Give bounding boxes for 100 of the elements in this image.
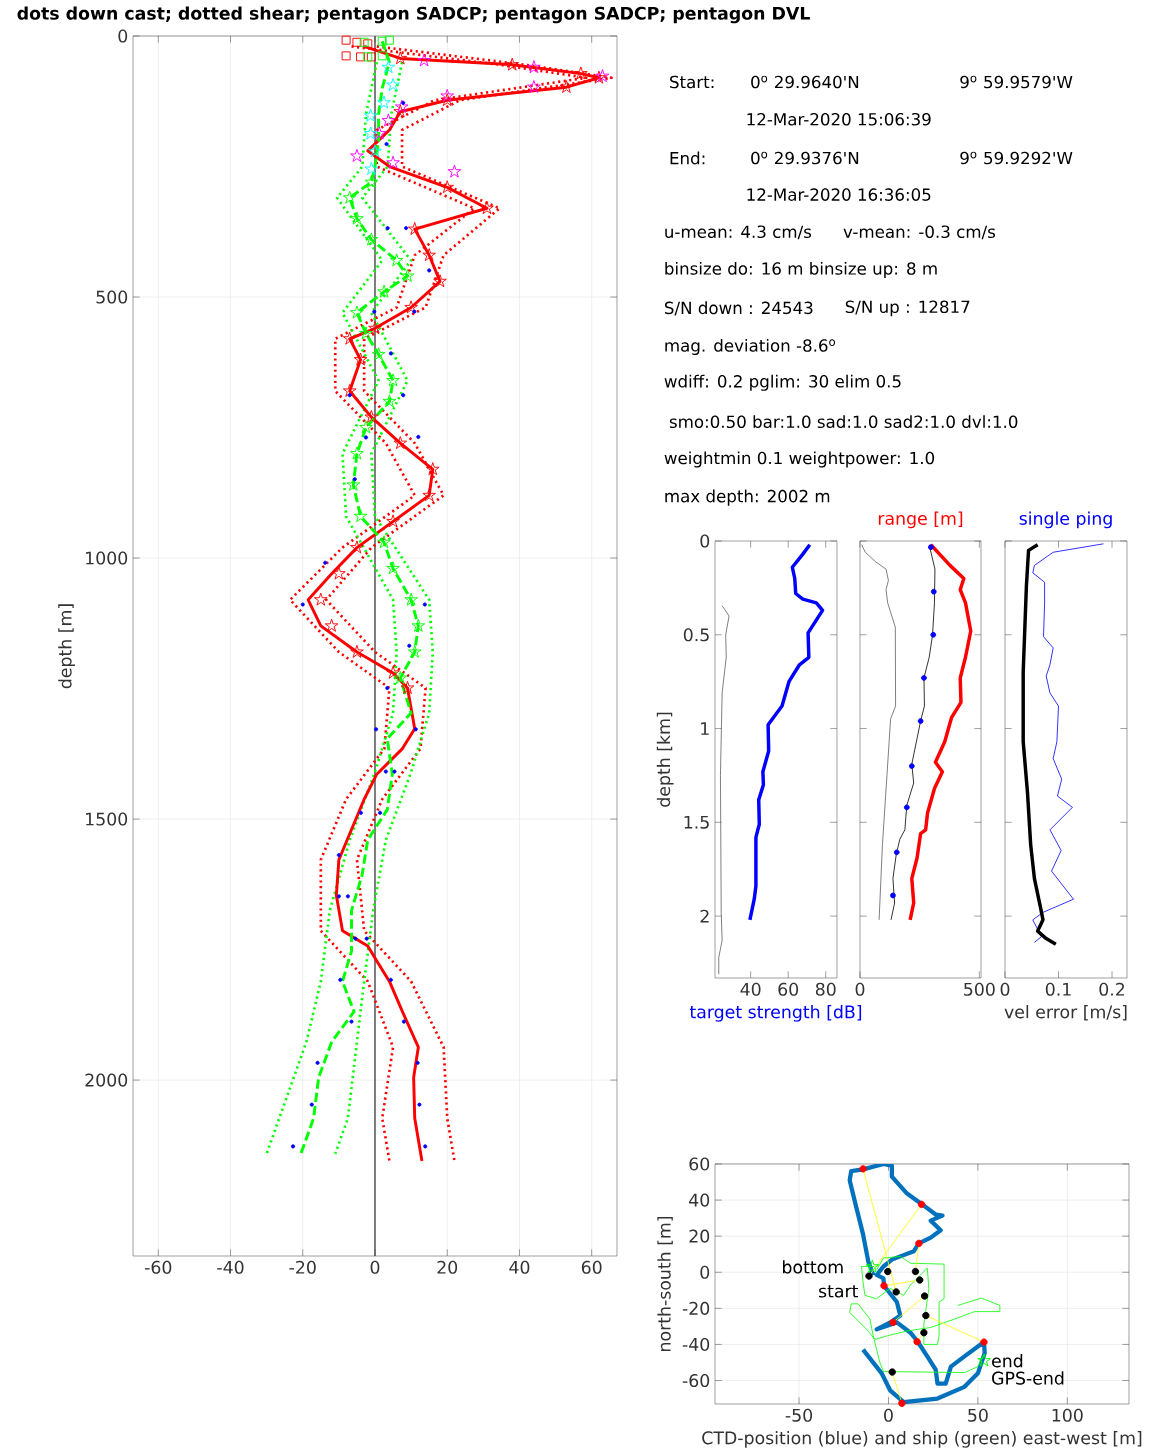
point (358, 810, 363, 815)
x-tick-label: -20 (289, 1260, 316, 1274)
point (377, 95, 391, 109)
point (393, 436, 408, 450)
x-tick-label: 0.1 (1045, 982, 1071, 996)
point (980, 1338, 988, 1346)
point (382, 394, 397, 408)
point (440, 93, 455, 107)
x-tick-label: 80 (815, 982, 836, 996)
point (349, 1019, 354, 1024)
point (480, 201, 494, 215)
point (386, 665, 400, 679)
point (364, 232, 379, 246)
point (865, 1259, 880, 1273)
point (416, 434, 421, 439)
y-axis-title: depth [m] (58, 604, 76, 689)
point (359, 420, 373, 434)
point (386, 514, 400, 528)
annotation: start (819, 1285, 859, 1298)
y-tick-label: -20 (682, 1301, 710, 1315)
y-tick-label: 2 (700, 909, 709, 923)
point (314, 592, 328, 606)
y-tick-label: 1000 (86, 551, 128, 565)
point (916, 1276, 924, 1284)
y-tick-label: 0 (118, 29, 128, 43)
point (915, 1239, 923, 1248)
text: u-mean: 4.3 cm/s (665, 225, 812, 240)
point (372, 309, 377, 314)
x-axis-title: CTD-position (blue) and ship (green) east-west [m] (702, 1430, 1142, 1448)
point (859, 1165, 867, 1173)
point (350, 446, 364, 460)
point (389, 253, 404, 267)
point (930, 631, 937, 638)
point (377, 36, 387, 46)
point (347, 393, 352, 398)
point (363, 126, 378, 140)
point (592, 70, 606, 84)
point (368, 321, 382, 335)
annotation: GPS-end (992, 1371, 1064, 1385)
point (911, 1267, 920, 1276)
text: v-mean: -0.3 cm/s (843, 225, 996, 240)
point (892, 1288, 900, 1296)
point (890, 892, 896, 899)
point (374, 727, 379, 732)
point (415, 1060, 420, 1065)
point (423, 1144, 428, 1149)
point (393, 670, 408, 684)
point (386, 561, 400, 575)
point (300, 602, 305, 607)
point (352, 37, 362, 47)
point (404, 300, 418, 314)
text: wdiff: 0.2 pglim: 30 elim 0.5 (664, 374, 901, 391)
point (324, 618, 339, 632)
point (407, 644, 422, 658)
x-tick-label: 20 (437, 1260, 458, 1274)
x-tick-label: 500 (964, 982, 995, 996)
y-axis-title: north-south [m] (657, 1216, 673, 1351)
y-tick-label: 0 (700, 534, 710, 548)
line-series (718, 605, 730, 975)
point (384, 142, 389, 147)
point (917, 1200, 926, 1209)
point (505, 57, 520, 71)
point (364, 161, 379, 175)
point (527, 80, 541, 94)
y-tick-label: 40 (689, 1193, 710, 1207)
point (417, 53, 431, 67)
point (356, 52, 366, 62)
point (388, 977, 393, 982)
point (595, 69, 610, 83)
text: binsize do: 16 m binsize up: 8 m (665, 261, 937, 279)
point (385, 685, 390, 691)
point (403, 226, 409, 231)
point (417, 1102, 422, 1107)
point (341, 35, 351, 45)
x-tick-label: 60 (778, 982, 799, 996)
point (350, 644, 364, 658)
chart-title: range [m] (878, 511, 963, 529)
point (353, 509, 368, 523)
point (392, 769, 397, 774)
point (422, 488, 436, 502)
point (386, 373, 400, 387)
x-tick-label: 40 (740, 982, 761, 996)
point (401, 1019, 406, 1024)
point (404, 592, 418, 606)
text: weightmin 0.1 weightpower: 1.0 (664, 451, 935, 468)
point (888, 1368, 896, 1376)
point (352, 477, 357, 482)
point (440, 88, 455, 102)
text: mag. deviation -8.6$^{o}$ (665, 338, 836, 356)
x-tick-label: 0 (1000, 982, 1010, 996)
point (345, 894, 350, 899)
point (917, 718, 924, 724)
point (913, 1338, 921, 1346)
point (440, 180, 455, 194)
point (928, 544, 934, 551)
text: S/N up : 12817 (845, 300, 970, 317)
y-tick-label: 1.5 (684, 815, 709, 829)
x-tick-label: -40 (217, 1260, 244, 1274)
point (363, 39, 373, 49)
point (412, 309, 417, 314)
